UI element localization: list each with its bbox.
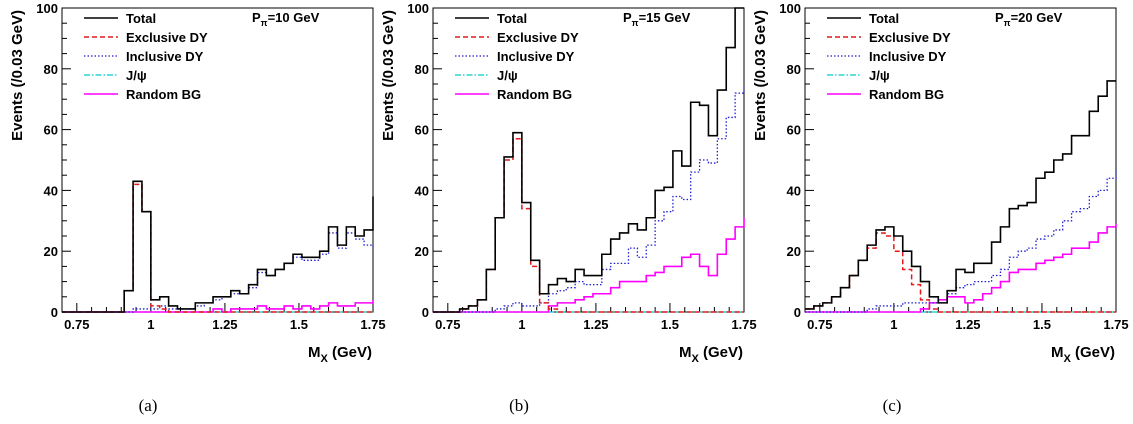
y-tick-label: 20 [415, 244, 429, 259]
y-tick-label: 0 [422, 305, 429, 320]
x-tick-label: 1 [147, 317, 154, 332]
y-axis-label: Events (/0.03 GeV) [9, 10, 26, 141]
y-axis-label: Events (/0.03 GeV) [380, 10, 397, 141]
legend-label-random: Random BG [869, 87, 944, 102]
x-axis-label: MX (GeV) [1051, 344, 1115, 365]
y-tick-label: 100 [407, 1, 429, 16]
legend-label-jpsi: J/ψ [126, 68, 147, 83]
x-tick-label: 0.75 [807, 317, 832, 332]
plot-frame [804, 7, 1117, 313]
series-random-line [433, 217, 745, 313]
panel-caption-b: (b) [509, 396, 529, 415]
series-total-line [805, 80, 1116, 310]
panel-a: 0 20 40 60 80 100 0.75 1 1.25 1.5 1.75 MX (GeV) Even… [9, 1, 386, 365]
legend-label-random: Random BG [497, 87, 572, 102]
series-exclusive-line [805, 232, 1116, 313]
legend-label-jpsi: J/ψ [497, 68, 518, 83]
y-tick-label: 60 [415, 123, 429, 138]
series-inclusive-line [805, 169, 1117, 313]
plot-frame [432, 7, 745, 313]
y-tick-label: 0 [51, 305, 58, 320]
x-axis-label: MX (GeV) [308, 344, 372, 365]
x-tick-label: 1.75 [731, 317, 756, 332]
x-tick-label: 1.5 [1033, 317, 1051, 332]
y-tick-label: 60 [44, 123, 58, 138]
series-random-line [805, 223, 1117, 313]
legend-label-inclusive: Inclusive DY [869, 49, 947, 64]
legend-label-jpsi: J/ψ [869, 68, 890, 83]
y-tick-label: 20 [787, 244, 801, 259]
legend-label-exclusive: Exclusive DY [869, 30, 951, 45]
legend-label-total: Total [126, 11, 156, 26]
y-tick-label: 100 [779, 1, 801, 16]
legend-label-total: Total [497, 11, 527, 26]
series-inclusive-line [62, 232, 374, 313]
y-tick-label: 40 [44, 183, 58, 198]
momentum-annotation: Pπ=15 GeV [623, 10, 691, 28]
x-tick-label: 0.75 [64, 317, 89, 332]
x-tick-label: 1.75 [360, 317, 385, 332]
legend-label-exclusive: Exclusive DY [497, 30, 579, 45]
legend-label-inclusive: Inclusive DY [126, 49, 204, 64]
y-tick-label: 100 [36, 1, 58, 16]
x-tick-label: 1 [518, 317, 525, 332]
y-tick-label: 80 [415, 62, 429, 77]
x-tick-label: 1.25 [583, 317, 608, 332]
y-tick-label: 40 [415, 183, 429, 198]
momentum-annotation: Pπ=10 GeV [252, 10, 320, 28]
panel-caption-c: (c) [882, 396, 902, 415]
y-tick-label: 60 [787, 123, 801, 138]
x-tick-label: 1.75 [1103, 317, 1128, 332]
legend-label-random: Random BG [126, 87, 201, 102]
x-tick-label: 0.75 [435, 317, 460, 332]
x-axis-label: MX (GeV) [679, 344, 743, 365]
y-tick-label: 80 [44, 62, 58, 77]
panel-caption-a: (a) [138, 396, 158, 415]
series-inclusive-line [433, 87, 745, 313]
x-tick-label: 1.5 [661, 317, 679, 332]
legend-label-total: Total [869, 11, 899, 26]
series-total-line [433, 7, 744, 313]
x-tick-label: 1.25 [955, 317, 980, 332]
x-tick-label: 1 [890, 317, 897, 332]
legend-label-exclusive: Exclusive DY [126, 30, 208, 45]
legend-label-inclusive: Inclusive DY [497, 49, 575, 64]
y-axis-label: Events (/0.03 GeV) [752, 10, 769, 141]
plot-frame [61, 7, 374, 313]
x-tick-label: 1.25 [212, 317, 237, 332]
y-tick-label: 0 [794, 305, 801, 320]
series-exclusive-line [433, 137, 744, 313]
y-tick-label: 80 [787, 62, 801, 77]
panel-b: 0 20 40 60 80 100 0.75 1 1.25 1.5 1.75 MX (GeV) Even… [380, 1, 757, 365]
series-exclusive-line [62, 183, 373, 313]
panel-c: 0 20 40 60 80 100 0.75 1 1.25 1.5 1.75 MX (GeV) Even… [752, 1, 1129, 365]
series-random-line [62, 299, 374, 313]
y-tick-label: 40 [787, 183, 801, 198]
series-total-line [62, 180, 374, 313]
x-tick-label: 1.5 [290, 317, 308, 332]
momentum-annotation: Pπ=20 GeV [995, 10, 1063, 28]
y-tick-label: 20 [44, 244, 58, 259]
